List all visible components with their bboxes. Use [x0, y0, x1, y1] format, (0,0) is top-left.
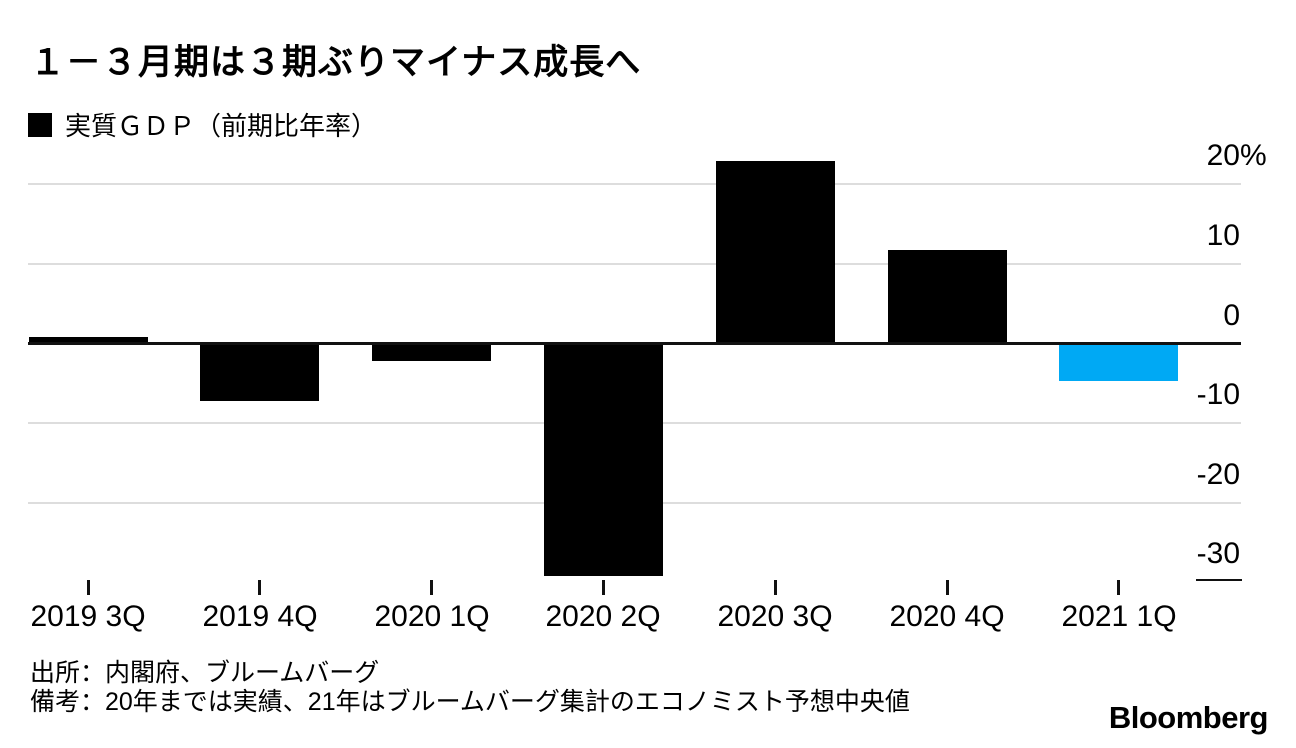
x-axis-label-2020-3q: 2020 3Q: [717, 600, 833, 633]
bottom-axis-stub: [1196, 579, 1242, 581]
legend: 実質ＧＤＰ（前期比年率）: [28, 106, 377, 143]
y-axis-tick-value: 20: [1206, 139, 1240, 172]
x-axis-tick: [1117, 580, 1120, 595]
y-axis-tick-value: -20: [1196, 458, 1240, 491]
x-axis-tick: [946, 580, 949, 595]
y-axis-label: 0: [1040, 301, 1240, 331]
bar-2019-3q: [29, 337, 148, 343]
y-axis-label: -10: [1040, 380, 1240, 410]
x-axis-tick: [430, 580, 433, 595]
y-axis-tick-value: 0: [1223, 299, 1240, 332]
y-axis-label: 20%: [1040, 139, 1267, 172]
y-axis-label: 10: [1040, 221, 1240, 251]
legend-swatch-icon: [28, 112, 52, 137]
x-axis-label-2020-1q: 2020 1Q: [374, 600, 490, 633]
bar-2021-1q: [1059, 344, 1178, 381]
source-note: 出所：内閣府、ブルームバーグ 備考：20年までは実績、21年はブルームバーグ集計…: [30, 659, 910, 717]
bar-2020-2q: [544, 344, 663, 576]
x-axis-tick: [87, 580, 90, 595]
bar-2020-4q: [888, 250, 1007, 343]
y-axis-label: -30: [1040, 539, 1240, 569]
y-axis-unit: %: [1240, 139, 1267, 172]
x-axis-label-2021-1q: 2021 1Q: [1061, 600, 1177, 633]
x-axis-label-2019-3q: 2019 3Q: [30, 600, 146, 633]
gridline: [28, 263, 1241, 265]
x-axis-label-2019-4q: 2019 4Q: [202, 600, 318, 633]
x-axis-tick: [258, 580, 261, 595]
bar-2020-3q: [716, 161, 835, 343]
x-axis-tick: [602, 580, 605, 595]
bar-2019-4q: [200, 344, 319, 401]
x-axis-label-2020-4q: 2020 4Q: [889, 600, 1005, 633]
y-axis-tick-value: 10: [1206, 219, 1240, 252]
bloomberg-logo: Bloomberg: [1108, 700, 1269, 735]
y-axis-label: -20: [1040, 460, 1240, 490]
x-axis-label-2020-2q: 2020 2Q: [545, 600, 661, 633]
source-line: 出所：内閣府、ブルームバーグ: [30, 659, 380, 687]
x-axis-tick: [774, 580, 777, 595]
chart-title: １－３月期は３期ぶりマイナス成長へ: [30, 43, 642, 82]
zero-line: [28, 342, 1241, 345]
y-axis-tick-value: -30: [1196, 537, 1240, 570]
note-line: 備考：20年までは実績、21年はブルームバーグ集計のエコノミスト予想中央値: [30, 688, 910, 716]
y-axis-tick-value: -10: [1196, 378, 1240, 411]
bar-2020-1q: [372, 344, 491, 361]
gridline: [28, 183, 1241, 185]
legend-label: 実質ＧＤＰ（前期比年率）: [65, 111, 378, 141]
